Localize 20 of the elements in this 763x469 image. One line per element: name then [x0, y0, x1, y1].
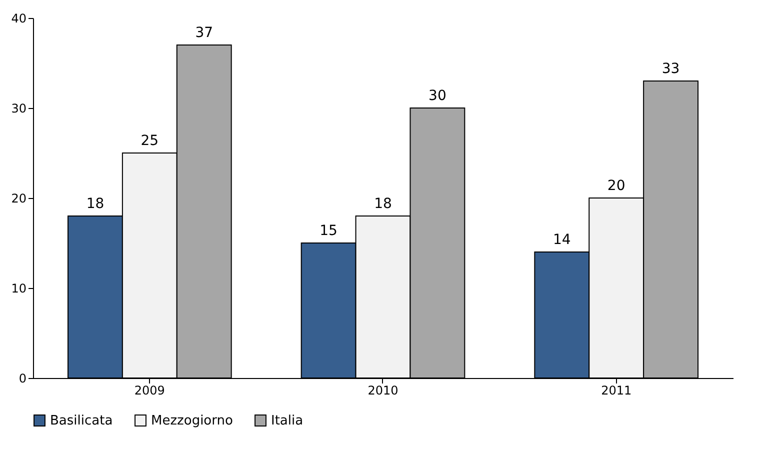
x-tick-label: 2010 [368, 384, 398, 398]
y-tick-label: 10 [11, 282, 26, 296]
x-tick-label: 2011 [601, 384, 632, 398]
data-label: 18 [374, 196, 392, 212]
data-label: 14 [552, 232, 571, 248]
legend-label: Basilicata [50, 414, 113, 429]
data-label: 15 [320, 223, 338, 239]
y-tick-label: 40 [11, 12, 26, 26]
y-tick-label: 0 [18, 372, 26, 386]
x-tick-label: 2009 [134, 384, 165, 398]
data-label: 33 [662, 61, 680, 77]
y-tick-label: 30 [11, 102, 26, 116]
data-label: 20 [607, 178, 626, 194]
data-label: 18 [86, 196, 104, 212]
legend-label: Mezzogiorno [151, 414, 233, 429]
y-tick-label: 20 [11, 192, 26, 206]
data-label: 37 [195, 25, 214, 41]
data-label: 30 [428, 88, 446, 104]
legend-label: Italia [271, 414, 304, 429]
data-label: 25 [140, 133, 159, 149]
